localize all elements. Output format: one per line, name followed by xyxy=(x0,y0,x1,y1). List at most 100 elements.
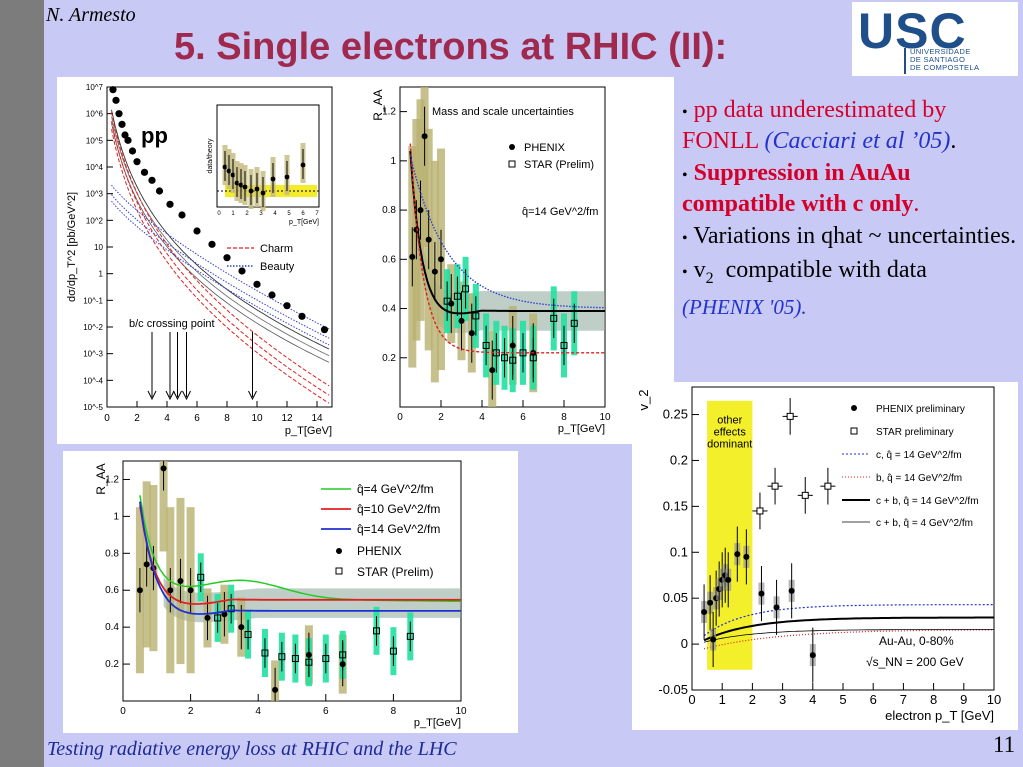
phenix-point xyxy=(204,614,211,621)
phenix-point xyxy=(788,587,795,594)
legend-star-marker xyxy=(850,427,858,435)
phenix-point xyxy=(701,608,708,615)
x-tick-label: 0 xyxy=(120,706,126,717)
y-tick-label: 10^-1 xyxy=(83,296,103,305)
x-tick-label: 4 xyxy=(479,412,485,423)
pp-data-point xyxy=(238,267,246,275)
y-tick-label: 10^-5 xyxy=(83,403,103,412)
band-label-line1: other xyxy=(717,415,742,427)
inset-x-tick: 6 xyxy=(301,211,305,217)
x-axis-label: p_T[GeV] xyxy=(558,423,605,435)
legend-label: PHENIX preliminary xyxy=(876,404,965,415)
phenix-point xyxy=(431,268,438,275)
phenix-point xyxy=(734,551,741,558)
pp-data-point xyxy=(320,326,329,334)
raa-central-curve xyxy=(409,150,605,315)
legend-qhat4-label: q̂=4 GeV^2/fm xyxy=(357,482,434,496)
x-tick-label: 0 xyxy=(104,413,110,424)
phenix-syst-band xyxy=(159,461,168,552)
pp-data-point xyxy=(155,187,164,195)
x-tick-label: 9 xyxy=(960,692,967,707)
pp-data-point xyxy=(298,312,306,320)
crossing-point-label: b/c crossing point xyxy=(129,318,215,330)
y-tick-label: 0.8 xyxy=(382,205,396,216)
inset-point xyxy=(222,164,228,170)
x-tick-label: 7 xyxy=(900,692,907,707)
logo-divider xyxy=(904,48,906,74)
y-tick-label: 10^-2 xyxy=(83,323,103,332)
star-point xyxy=(550,314,558,322)
left-sidebar-strip xyxy=(0,0,44,767)
y-tick-label: 1.2 xyxy=(382,107,396,118)
raa-plot-frame xyxy=(399,86,606,408)
y-tick-label: 10^5 xyxy=(86,136,104,145)
star-point xyxy=(278,653,286,661)
raa-qhat-chart: 0 2 4 6 8 10 0.2 0.4 0.6 0.8 1 1.2 p_T[GeV] R_AA q̂=4 … xyxy=(94,460,467,729)
legend-label: c + b, q̂ = 4 GeV^2/fm xyxy=(876,517,973,529)
bullet-3: • Variations in qhat ~ uncertainties. xyxy=(682,223,1017,249)
pp-data-point xyxy=(112,96,120,104)
phenix-point xyxy=(773,604,780,611)
star-point xyxy=(227,605,235,613)
raa-uncertainty-chart: 0 2 4 6 8 10 0.2 0.4 0.6 0.8 1 1.2 p_T[GeV] R_AA Mass … xyxy=(371,86,611,435)
y-axis-label: R_AA xyxy=(371,89,385,120)
inset-x-tick: 0 xyxy=(217,211,221,217)
phenix-point xyxy=(143,561,150,568)
x-tick-label: 5 xyxy=(839,692,846,707)
x-tick-label: 14 xyxy=(311,413,323,424)
usc-logo: USC UNIVERSIDADE DE SANTIAGO DE COMPOSTE… xyxy=(852,2,1018,76)
c-qhat14-curve xyxy=(703,604,994,637)
y-tick-label: 10^-4 xyxy=(83,376,103,385)
star-point xyxy=(214,614,222,622)
phenix-point xyxy=(758,590,765,597)
star-point xyxy=(482,341,490,349)
phenix-point xyxy=(421,133,428,140)
bullet-2: • Suppression in AuAu compatible with c … xyxy=(682,160,920,217)
star-point xyxy=(756,507,764,515)
y-tick-label: 10^3 xyxy=(86,190,104,199)
crossing-arrowhead xyxy=(182,390,191,401)
legend-phenix-marker xyxy=(336,548,342,554)
bullet-2-end: . xyxy=(913,191,920,217)
pp-data-point xyxy=(140,168,149,176)
star-point xyxy=(197,573,205,581)
y-tick-label: -0.05 xyxy=(658,682,688,697)
x-tick-label: 0 xyxy=(397,412,403,423)
inset-point xyxy=(238,182,244,188)
cb-qhat14-curve xyxy=(703,616,994,642)
pp-data-point xyxy=(133,158,141,166)
star-point xyxy=(244,631,252,639)
bullet-1-citation: (Cacciari et al ’05) xyxy=(764,128,951,154)
star-point xyxy=(529,354,537,362)
page-number: 11 xyxy=(993,732,1016,757)
legend-charm-label: Charm xyxy=(260,243,293,255)
phenix-point xyxy=(743,553,750,560)
inset-point xyxy=(254,186,260,192)
legend-qhat10-label: q̂=10 GeV^2/fm xyxy=(357,502,440,516)
raa-qhat-panel: 0 2 4 6 8 10 0.2 0.4 0.6 0.8 1 1.2 p_T[GeV] R_AA q̂=4 … xyxy=(63,451,518,733)
inset-point xyxy=(242,184,248,190)
y-tick-label: 0.6 xyxy=(105,585,119,596)
star-point xyxy=(519,349,527,357)
x-tick-label: 2 xyxy=(438,412,444,423)
y-tick-label: 0.8 xyxy=(105,548,119,559)
charm-curve xyxy=(111,111,330,387)
phenix-point xyxy=(238,624,245,631)
x-tick-label: 2 xyxy=(134,413,140,424)
x-tick-label: 8 xyxy=(930,692,937,707)
y-axis-label: v_2 xyxy=(636,390,651,411)
legend-label: b, q̂ = 14 GeV^2/fm xyxy=(876,472,962,484)
x-tick-label: 6 xyxy=(323,706,329,717)
raa-plot-frame xyxy=(122,460,462,702)
pp-data-point xyxy=(118,120,126,128)
y-tick-label: 0.2 xyxy=(670,452,688,467)
pp-data-point xyxy=(121,131,129,139)
inset-x-tick: 7 xyxy=(315,211,319,217)
qhat4-curve xyxy=(139,495,461,603)
star-point xyxy=(824,482,832,490)
x-axis-label: p_T[GeV] xyxy=(285,425,332,437)
y-tick-label: 0.2 xyxy=(105,659,119,670)
x-tick-label: 1 xyxy=(719,692,726,707)
phenix-point xyxy=(710,636,717,643)
y-tick-label: 10 xyxy=(94,243,103,252)
